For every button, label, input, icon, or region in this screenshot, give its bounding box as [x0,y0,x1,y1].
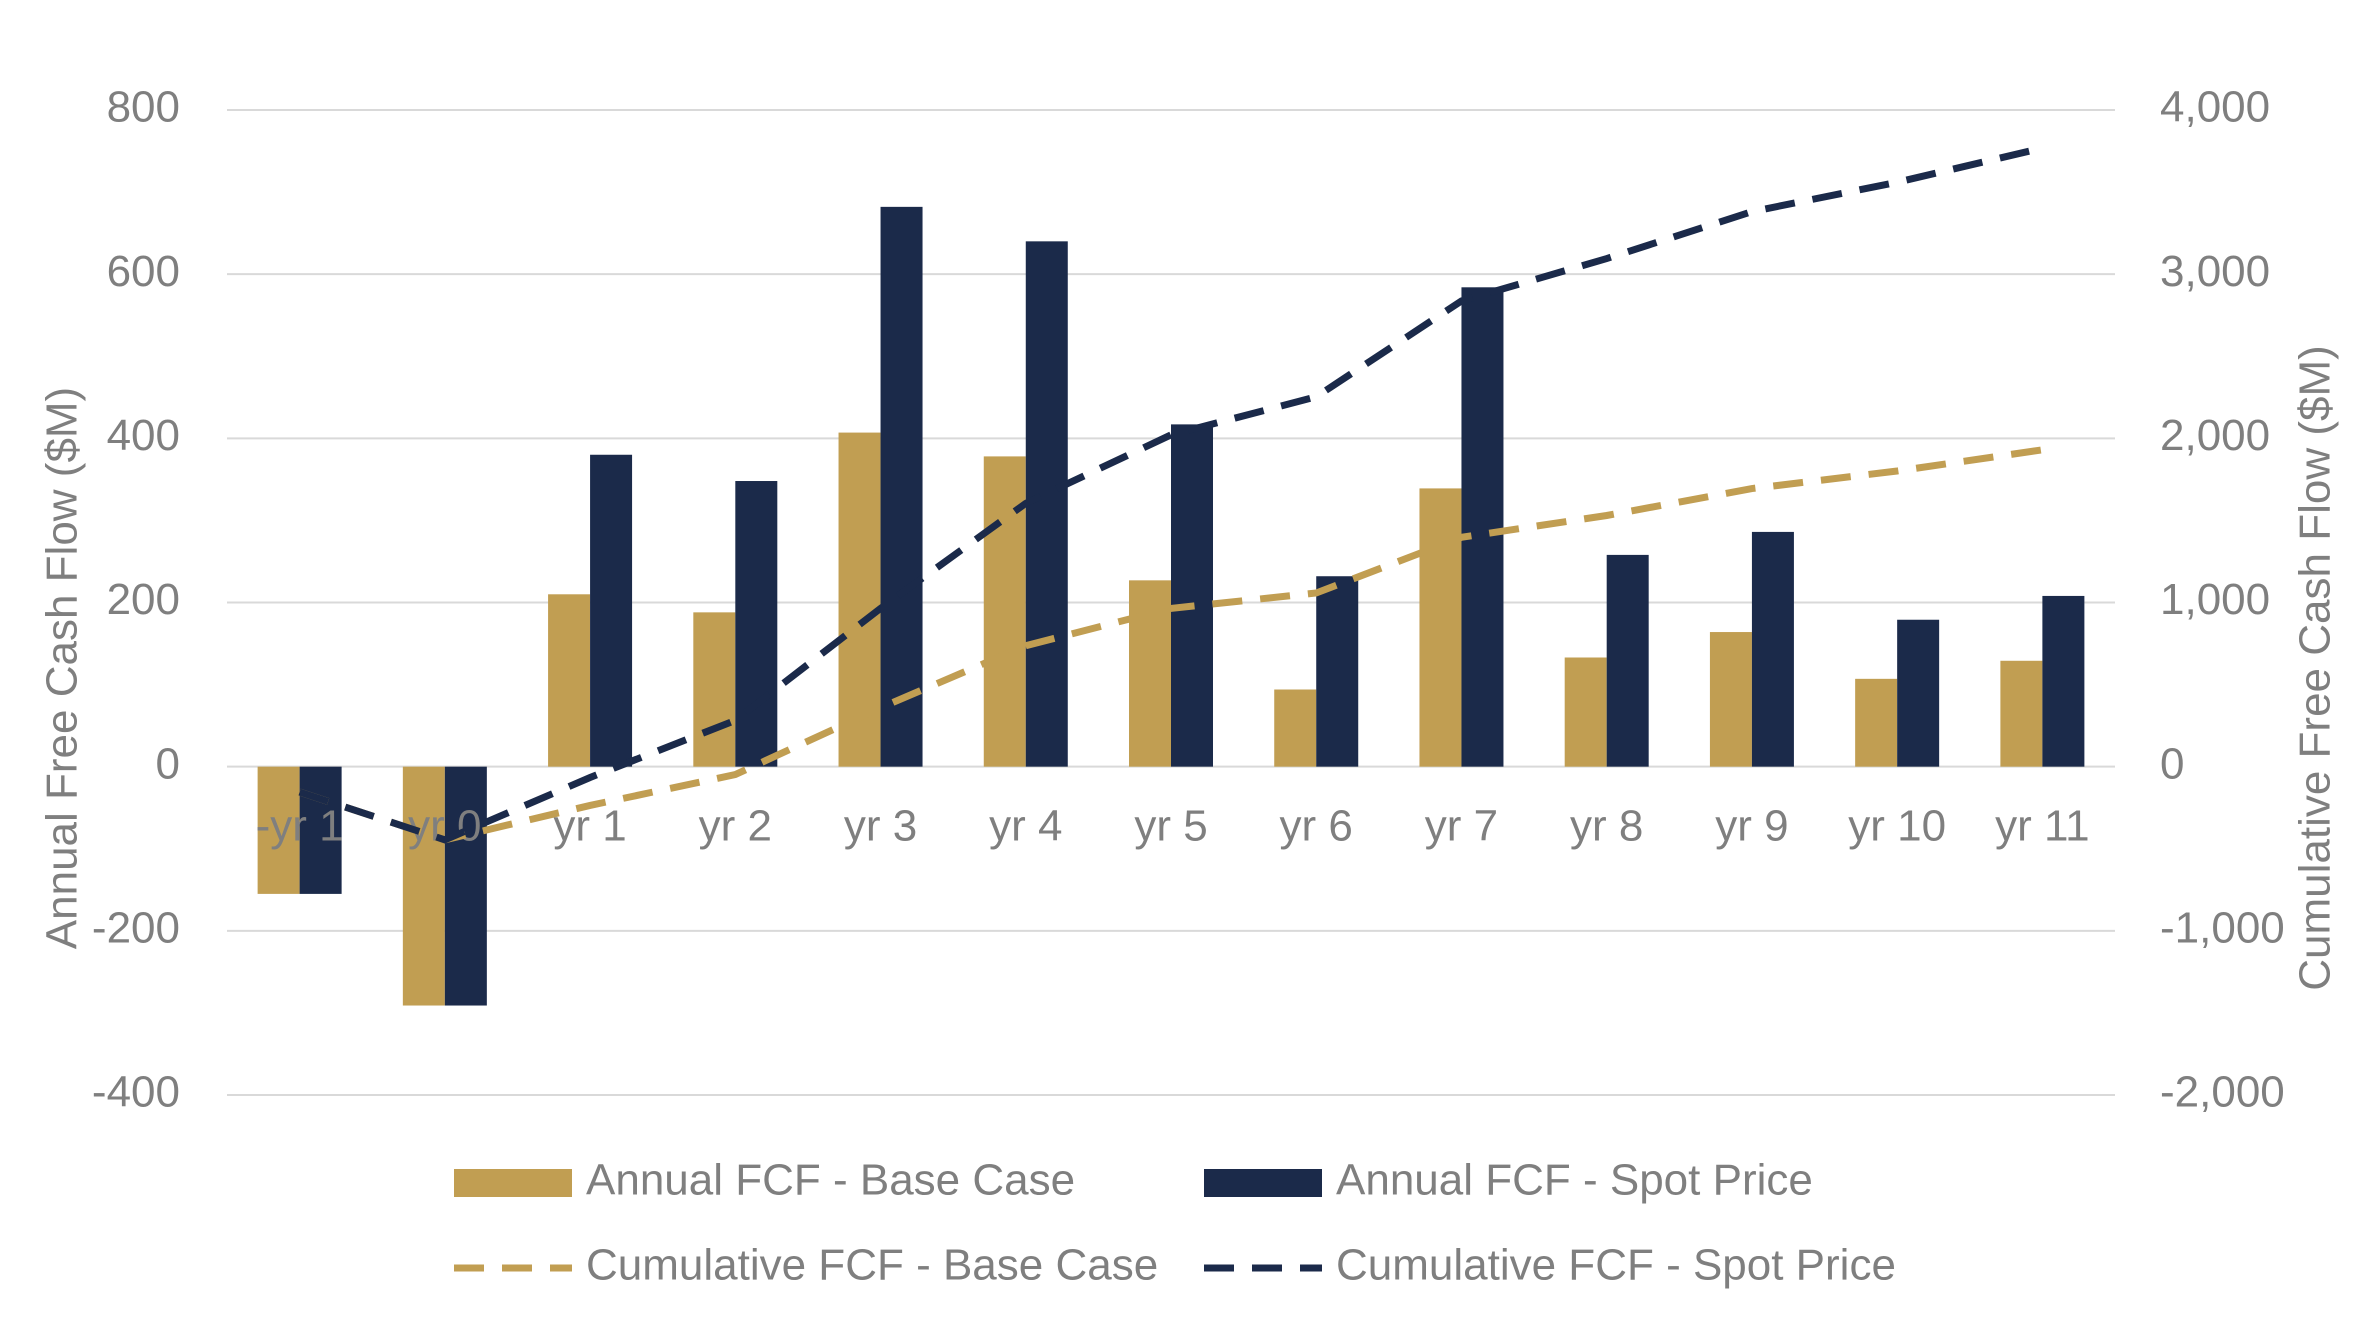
y2-tick-label: 1,000 [2160,575,2270,624]
x-tick-label: yr 3 [844,802,917,851]
bar [1171,424,1213,767]
bar [590,454,633,767]
bar [548,594,591,767]
bar [1897,619,1940,767]
bar [257,766,300,894]
y-tick-label: -200 [92,903,180,952]
bar [1751,531,1794,767]
line [298,446,2043,844]
bar [1461,287,1504,767]
line [298,144,2044,844]
y2-tick-label: 3,000 [2160,247,2270,296]
legend-label: Annual FCF - Spot Price [1336,1156,1813,1205]
bar [1025,241,1068,767]
x-tick-label: yr 10 [1848,802,1946,851]
bar [444,766,487,1006]
y2-tick-label: -1,000 [2160,903,2285,952]
x-tick-label: yr 4 [989,802,1062,851]
legend-label: Annual FCF - Base Case [586,1156,1075,1205]
bar [983,456,1026,767]
y2-axis-title: Cumulative Free Cash Flow ($M) [2291,345,2340,991]
bar [1419,488,1462,767]
x-tick-label: yr 11 [1995,802,2090,851]
bar [1855,678,1898,767]
bar [299,766,342,894]
y-tick-label: 0 [156,739,180,788]
legend-swatch [1204,1169,1322,1197]
legend-label: Cumulative FCF - Base Case [586,1241,1158,1290]
bar [2042,595,2085,767]
x-tick-label: yr 5 [1134,802,1207,851]
y2-tick-label: -2,000 [2160,1068,2285,1117]
bar [1129,580,1171,767]
x-tick-label: yr 2 [699,802,772,851]
y-tick-label: 400 [107,411,180,460]
bar [1316,576,1359,767]
bar [402,766,445,1006]
y-tick-label: 600 [107,247,180,296]
x-tick-label: yr 7 [1425,802,1498,851]
bar [880,206,923,767]
legend-label: Cumulative FCF - Spot Price [1336,1241,1896,1290]
legend-swatch [454,1169,572,1197]
bar [2000,660,2043,767]
y-tick-label: 200 [107,575,180,624]
bar [1606,554,1649,767]
bar [735,481,778,767]
x-tick-label: yr 1 [553,802,626,851]
bar [1564,657,1607,767]
bar [1274,689,1317,767]
y2-tick-label: 0 [2160,739,2184,788]
x-tick-label: yr 9 [1715,802,1788,851]
y2-tick-label: 4,000 [2160,83,2270,132]
bar [1709,632,1752,767]
x-tick-label: yr 8 [1570,802,1643,851]
x-tick-label: -yr 1 [256,802,344,851]
y-tick-label: -400 [92,1068,180,1117]
x-tick-label: yr 6 [1280,802,1353,851]
bar [693,612,736,767]
y-tick-label: 800 [107,83,180,132]
y-axis-title: Annual Free Cash Flow ($M) [38,387,87,949]
y2-tick-label: 2,000 [2160,411,2270,460]
